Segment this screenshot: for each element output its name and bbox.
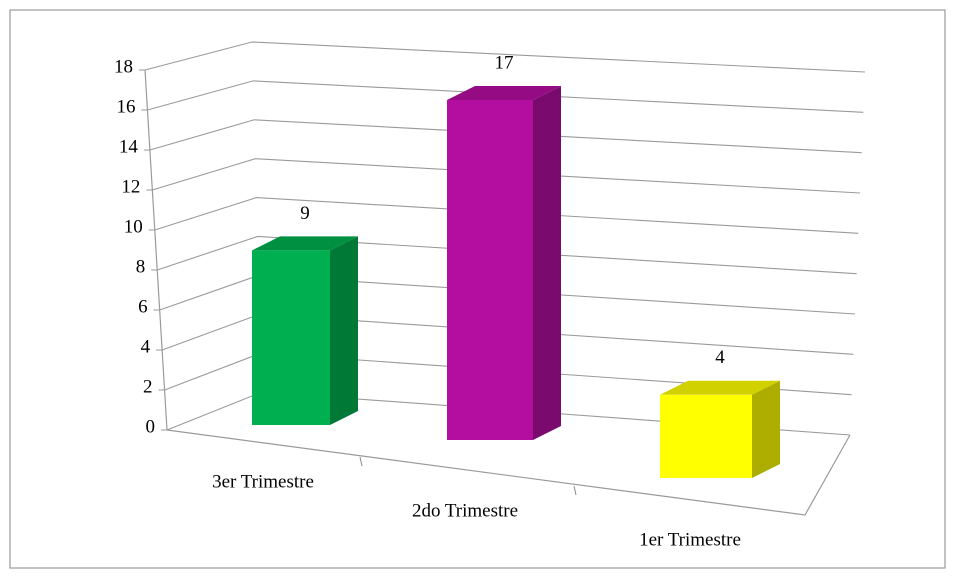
y-tick-label: 0 (146, 416, 156, 437)
floor-divider (573, 485, 577, 496)
y-tick-label: 4 (141, 336, 151, 357)
bar (447, 100, 533, 440)
bar-top (660, 380, 780, 395)
bar-side (533, 86, 561, 440)
floor-divider (359, 456, 363, 467)
y-tick-label: 2 (143, 376, 153, 397)
grid-line (154, 197, 859, 234)
grid-line (157, 235, 857, 275)
x-tick-label: 2do Trimestre (412, 500, 518, 521)
y-axis (144, 69, 168, 431)
bar-side (330, 236, 358, 425)
y-tick-label: 12 (121, 176, 140, 197)
data-label: 4 (715, 347, 725, 368)
y-tick-label: 10 (124, 216, 143, 237)
bar (660, 394, 752, 478)
bar-top (447, 86, 561, 100)
y-tick-label: 8 (136, 256, 146, 277)
y-tick-label: 18 (114, 56, 133, 77)
grid-line (152, 158, 861, 194)
grid-line (147, 80, 864, 113)
grid-line (149, 119, 862, 154)
bar-top (252, 236, 358, 251)
y-tick-label: 6 (138, 296, 148, 317)
x-tick-label: 1er Trimestre (639, 529, 741, 550)
bar-side (752, 380, 780, 478)
floor-edge (166, 429, 851, 516)
data-label: 17 (495, 52, 514, 73)
bar (252, 250, 330, 425)
y-tick-label: 14 (119, 136, 139, 157)
data-label: 9 (300, 203, 310, 224)
grid-line (144, 41, 866, 73)
y-tick-label: 16 (116, 96, 135, 117)
x-tick-label: 3er Trimestre (212, 471, 314, 492)
